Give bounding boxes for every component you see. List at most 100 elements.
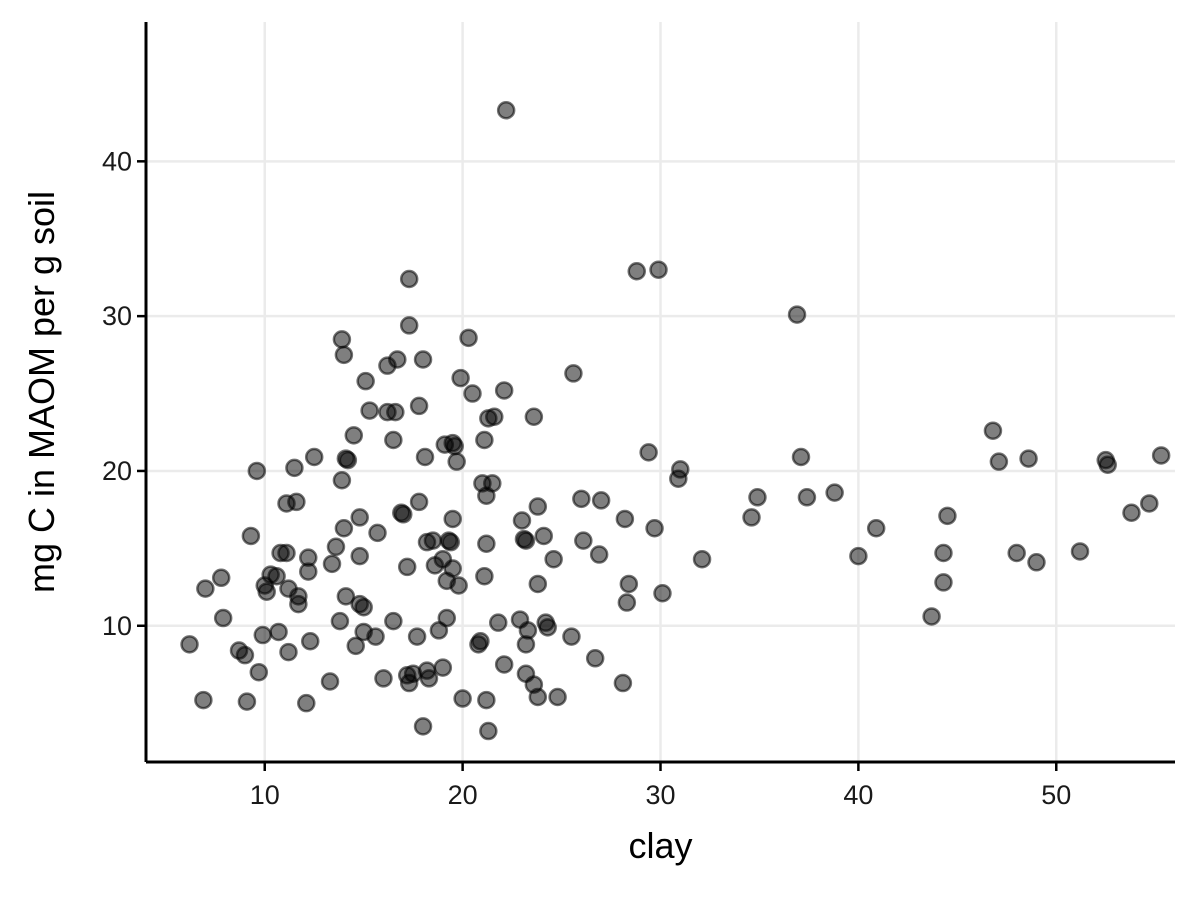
data-point — [475, 430, 494, 450]
data-point — [386, 402, 405, 422]
data-point — [409, 396, 429, 416]
data-point — [453, 689, 472, 708]
data-point — [797, 488, 817, 507]
data-point — [366, 627, 385, 646]
data-point — [1151, 446, 1171, 465]
data-point — [413, 350, 433, 369]
data-point — [356, 371, 375, 391]
data-point — [277, 543, 296, 563]
data-point — [346, 636, 366, 656]
x-tick-label: 50 — [1041, 780, 1071, 810]
data-point — [653, 584, 672, 603]
data-point — [742, 508, 761, 527]
data-point — [479, 721, 498, 741]
data-point — [326, 537, 346, 557]
data-point — [279, 642, 298, 662]
data-point — [330, 611, 350, 631]
data-point — [415, 447, 435, 467]
data-point — [285, 458, 304, 478]
data-point — [336, 587, 356, 606]
x-tick-label: 40 — [843, 780, 873, 810]
y-tick-label: 30 — [102, 301, 132, 331]
data-point — [589, 545, 609, 564]
data-point — [615, 509, 635, 529]
data-point — [409, 492, 429, 512]
data-point — [334, 518, 354, 538]
data-point — [528, 687, 548, 707]
y-tick-label: 10 — [102, 611, 132, 641]
data-point — [407, 627, 427, 646]
data-point — [671, 460, 690, 479]
data-point — [562, 627, 581, 646]
data-point — [334, 345, 354, 365]
data-point — [374, 669, 393, 688]
data-point — [289, 594, 308, 614]
data-point — [938, 506, 957, 526]
data-point — [399, 269, 419, 289]
data-point — [338, 450, 358, 470]
data-point — [399, 316, 419, 335]
data-point — [692, 549, 712, 569]
y-tick-label: 40 — [102, 146, 132, 176]
data-point — [1070, 542, 1090, 561]
data-point — [213, 608, 233, 628]
data-point — [524, 407, 544, 427]
data-point — [247, 461, 267, 481]
data-point — [1027, 553, 1046, 572]
data-point — [332, 470, 352, 490]
data-point — [437, 608, 457, 628]
data-point — [257, 582, 276, 601]
data-point — [564, 364, 583, 383]
data-point — [544, 549, 563, 569]
data-point — [211, 568, 231, 588]
data-point — [548, 687, 567, 707]
data-point — [241, 526, 261, 546]
axis-ticks: 10 20 30 40 50 10 20 30 40 — [102, 146, 1071, 810]
data-point — [922, 607, 941, 626]
data-point — [475, 566, 494, 586]
data-point — [441, 532, 460, 552]
data-point — [518, 621, 538, 640]
data-point — [304, 447, 324, 467]
data-point — [477, 690, 496, 710]
data-point — [180, 635, 199, 654]
data-point — [1007, 543, 1026, 563]
data-point — [617, 593, 637, 612]
data-point — [983, 421, 1003, 440]
data-point — [1098, 455, 1117, 475]
data-point — [866, 518, 886, 538]
data-point — [627, 261, 647, 281]
data-point — [496, 100, 516, 120]
data-point — [849, 546, 868, 566]
data-point — [397, 557, 417, 577]
data-point — [639, 443, 658, 462]
data-point — [613, 673, 633, 693]
data-point — [787, 305, 807, 324]
data-point — [1140, 494, 1159, 513]
y-tick-label: 20 — [102, 456, 132, 486]
data-point — [1122, 503, 1141, 523]
x-tick-label: 30 — [645, 780, 675, 810]
data-point — [249, 662, 269, 682]
data-point — [825, 483, 844, 502]
data-point — [585, 649, 605, 668]
x-tick-label: 10 — [250, 780, 280, 810]
data-point — [477, 534, 496, 553]
data-point — [423, 531, 443, 550]
data-point — [443, 509, 462, 529]
data-point — [194, 690, 213, 710]
data-point — [360, 401, 379, 420]
data-point — [196, 579, 215, 598]
x-tick-label: 20 — [448, 780, 478, 810]
data-point — [350, 508, 369, 527]
data-point — [488, 613, 508, 632]
data-point — [649, 260, 668, 279]
data-point — [368, 523, 387, 543]
data-point — [253, 625, 273, 645]
data-point — [433, 658, 453, 677]
grid-lines — [146, 22, 1175, 762]
data-point — [538, 618, 557, 637]
data-point — [419, 669, 439, 688]
data-point — [494, 381, 514, 400]
